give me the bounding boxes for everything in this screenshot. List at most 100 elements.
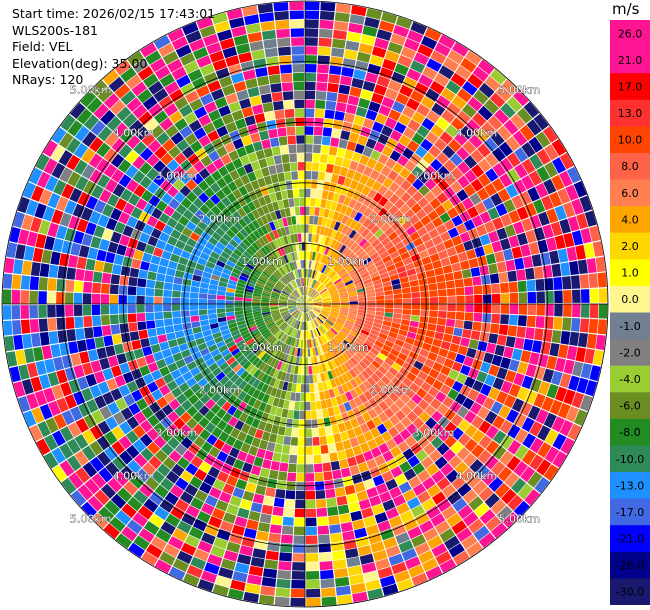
velocity-gate (194, 357, 205, 367)
velocity-gate (460, 467, 475, 482)
velocity-gate (559, 373, 572, 389)
velocity-gate (149, 491, 164, 506)
velocity-gate (390, 348, 400, 357)
velocity-gate (287, 364, 292, 374)
velocity-gate (341, 383, 350, 393)
velocity-gate (405, 241, 416, 251)
velocity-gate (353, 201, 363, 212)
velocity-gate (490, 69, 507, 85)
velocity-gate (477, 341, 488, 352)
velocity-gate (123, 481, 138, 496)
velocity-gate (569, 331, 580, 346)
velocity-gate (59, 443, 74, 459)
velocity-gate (110, 493, 127, 509)
velocity-gate (290, 162, 298, 172)
velocity-gate (227, 214, 238, 225)
velocity-gate (131, 389, 143, 402)
velocity-gate (323, 322, 330, 330)
colorbar-segment (610, 126, 650, 154)
velocity-gate (411, 304, 421, 310)
velocity-gate (127, 459, 142, 474)
velocity-gate (332, 119, 344, 130)
velocity-gate (67, 171, 81, 187)
velocity-gate (334, 377, 341, 387)
velocity-gate (223, 352, 233, 362)
velocity-gate (283, 287, 292, 294)
velocity-gate (313, 356, 318, 365)
velocity-gate (167, 28, 185, 42)
velocity-gate (291, 261, 296, 271)
velocity-gate (373, 318, 383, 325)
velocity-gate (367, 351, 377, 360)
velocity-gate (453, 270, 463, 280)
velocity-gate (115, 510, 132, 526)
range-ring-label: 3.00km (156, 169, 198, 182)
velocity-gate (338, 313, 348, 318)
velocity-gate (420, 456, 434, 469)
velocity-gate (312, 280, 317, 289)
velocity-gate (414, 542, 431, 556)
velocity-gate (210, 403, 221, 415)
velocity-gate (29, 290, 38, 304)
velocity-gate (358, 214, 368, 225)
velocity-gate (229, 169, 240, 181)
velocity-gate (147, 271, 157, 281)
velocity-gate (506, 168, 521, 183)
velocity-gate (230, 72, 245, 84)
velocity-gate (430, 124, 445, 138)
velocity-gate (194, 209, 206, 220)
velocity-gate (344, 280, 354, 286)
velocity-gate (372, 383, 383, 394)
velocity-gate (247, 259, 257, 268)
velocity-gate (464, 376, 476, 388)
velocity-gate (500, 357, 511, 370)
velocity-gate (491, 283, 501, 294)
velocity-gate (471, 215, 484, 228)
velocity-gate (292, 310, 299, 317)
velocity-gate (206, 434, 218, 446)
velocity-gate (93, 326, 103, 338)
velocity-gate (247, 386, 256, 397)
velocity-gate (243, 297, 252, 302)
velocity-gate (104, 446, 118, 461)
velocity-gate (536, 149, 551, 165)
velocity-gate (324, 332, 331, 341)
velocity-gate (436, 224, 448, 235)
velocity-gate (183, 60, 199, 74)
velocity-gate (321, 587, 336, 597)
velocity-gate (464, 410, 477, 424)
velocity-gate (292, 319, 297, 328)
velocity-gate (316, 225, 322, 235)
velocity-gate (245, 583, 261, 594)
velocity-gate (393, 24, 410, 38)
colorbar-tick-label: -21.0 (616, 533, 644, 546)
velocity-gate (305, 299, 312, 304)
velocity-gate (360, 89, 373, 101)
velocity-gate (219, 325, 229, 332)
velocity-gate (243, 301, 252, 304)
velocity-gate (213, 353, 223, 362)
velocity-gate (69, 187, 83, 203)
velocity-gate (193, 436, 206, 448)
velocity-gate (335, 102, 347, 113)
velocity-gate (416, 387, 428, 399)
velocity-gate (136, 287, 146, 296)
velocity-gate (189, 38, 205, 52)
velocity-gate (339, 244, 347, 254)
velocity-gate (341, 272, 350, 280)
velocity-gate (443, 239, 454, 250)
velocity-gate (286, 382, 293, 392)
velocity-gate (281, 154, 290, 164)
velocity-gate (272, 313, 281, 319)
velocity-gate (151, 207, 163, 220)
velocity-gate (444, 326, 454, 335)
velocity-gate (355, 106, 368, 118)
velocity-gate (288, 297, 297, 302)
velocity-gate (277, 570, 291, 580)
velocity-gate (401, 319, 410, 326)
velocity-gate (85, 195, 99, 210)
velocity-gate (402, 361, 413, 372)
velocity-gate (80, 91, 97, 108)
velocity-gate (180, 470, 194, 483)
velocity-gate (294, 320, 299, 329)
